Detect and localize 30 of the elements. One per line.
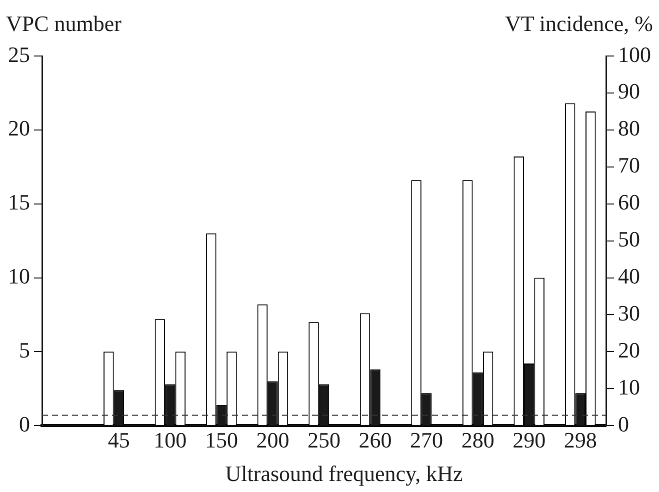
y2-tick-label: 80 bbox=[618, 116, 640, 141]
y-tick-label: 10 bbox=[8, 264, 30, 289]
y2-tick-label: 40 bbox=[618, 264, 640, 289]
y2-tick-label: 50 bbox=[618, 226, 640, 252]
x-tick-label: 250 bbox=[308, 428, 340, 453]
y2-tick-label: 90 bbox=[618, 78, 640, 104]
y2-tick-label: 70 bbox=[618, 152, 640, 178]
y-tick-label: 15 bbox=[8, 190, 30, 215]
y2-tick-label: 30 bbox=[618, 300, 640, 326]
x-tick-label: 290 bbox=[512, 428, 546, 453]
x-tick-label: 270 bbox=[410, 428, 444, 453]
x-axis-title: Ultrasound frequency, kHz bbox=[225, 460, 463, 486]
y2-tick-label: 20 bbox=[618, 337, 640, 362]
y2-tick-label: 10 bbox=[618, 374, 640, 400]
x-tick-label: 280 bbox=[461, 428, 494, 453]
y-tick-label: 25 bbox=[8, 42, 30, 67]
x-tick-label: 45 bbox=[108, 428, 130, 453]
y2-tick-label: 60 bbox=[618, 190, 640, 215]
x-tick-label: 150 bbox=[204, 428, 238, 453]
y2-axis-title: VT incidence, % bbox=[504, 10, 653, 36]
y-tick-label: 5 bbox=[19, 337, 30, 362]
x-tick-label: 260 bbox=[358, 428, 392, 453]
y-axis-title: VPC number bbox=[6, 10, 122, 36]
x-tick-label: 200 bbox=[256, 428, 290, 453]
x-tick-label: 298 bbox=[564, 428, 597, 453]
y2-tick-label: 0 bbox=[618, 411, 629, 436]
y-tick-label: 20 bbox=[8, 116, 30, 141]
x-tick-label: 100 bbox=[154, 428, 187, 453]
y-tick-label: 0 bbox=[19, 411, 30, 436]
y2-tick-label: 100 bbox=[618, 42, 651, 67]
